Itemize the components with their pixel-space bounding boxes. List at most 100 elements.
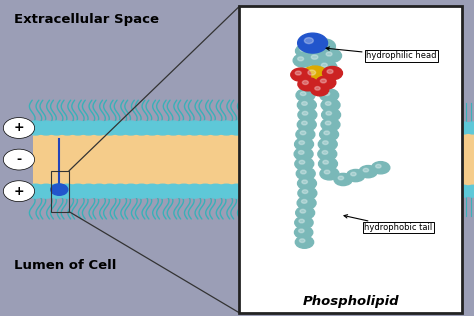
Circle shape [297, 197, 316, 209]
Circle shape [110, 184, 131, 198]
Circle shape [78, 121, 99, 135]
Circle shape [318, 148, 337, 160]
Circle shape [131, 121, 152, 135]
Circle shape [25, 121, 46, 135]
Circle shape [57, 121, 78, 135]
Circle shape [36, 184, 56, 198]
Circle shape [321, 49, 341, 62]
Circle shape [313, 39, 336, 54]
Circle shape [321, 118, 340, 131]
Circle shape [306, 52, 328, 66]
Text: Phospholipid: Phospholipid [302, 295, 399, 308]
Circle shape [455, 122, 473, 134]
Circle shape [301, 170, 306, 174]
Circle shape [89, 121, 109, 135]
Circle shape [322, 108, 340, 121]
Bar [51, 171, 69, 212]
Circle shape [46, 184, 67, 198]
Circle shape [295, 236, 314, 248]
Circle shape [302, 190, 308, 193]
Circle shape [298, 187, 317, 199]
Circle shape [322, 66, 342, 80]
Circle shape [291, 68, 311, 81]
Circle shape [297, 118, 316, 131]
Circle shape [100, 121, 120, 135]
Circle shape [205, 121, 226, 135]
Circle shape [294, 148, 313, 160]
Circle shape [67, 184, 88, 198]
Circle shape [299, 141, 304, 144]
Circle shape [324, 170, 330, 174]
Text: -: - [17, 153, 21, 166]
Circle shape [120, 121, 141, 135]
Text: Extracellular Space: Extracellular Space [14, 13, 159, 26]
Circle shape [3, 181, 35, 202]
Circle shape [325, 121, 331, 125]
Circle shape [67, 121, 88, 135]
Bar [33, 128, 239, 191]
Circle shape [359, 166, 377, 178]
Circle shape [57, 184, 78, 198]
Circle shape [296, 206, 315, 219]
Circle shape [321, 63, 328, 67]
Circle shape [296, 44, 316, 58]
Circle shape [334, 173, 352, 185]
Circle shape [184, 184, 205, 198]
Circle shape [300, 209, 306, 213]
Circle shape [152, 184, 173, 198]
Circle shape [464, 122, 474, 134]
Circle shape [173, 121, 194, 135]
Circle shape [322, 150, 328, 154]
Circle shape [325, 101, 331, 105]
Circle shape [301, 101, 307, 105]
Circle shape [302, 111, 308, 115]
Circle shape [298, 108, 317, 121]
Circle shape [295, 71, 301, 75]
Circle shape [319, 138, 337, 150]
Circle shape [152, 121, 173, 135]
Circle shape [110, 121, 131, 135]
Circle shape [173, 184, 194, 198]
Circle shape [131, 184, 152, 198]
Circle shape [346, 169, 365, 182]
Circle shape [301, 92, 306, 95]
Circle shape [293, 54, 313, 67]
Circle shape [326, 52, 332, 56]
Circle shape [299, 229, 304, 233]
Circle shape [120, 184, 141, 198]
Circle shape [302, 81, 309, 84]
Circle shape [295, 216, 313, 229]
Circle shape [455, 185, 473, 197]
Circle shape [298, 177, 317, 190]
Circle shape [297, 99, 316, 111]
Circle shape [323, 160, 328, 164]
Circle shape [323, 141, 328, 144]
Circle shape [308, 70, 316, 75]
Circle shape [319, 128, 338, 141]
Circle shape [298, 77, 318, 91]
Circle shape [163, 121, 184, 135]
Circle shape [3, 118, 35, 138]
Circle shape [299, 150, 304, 154]
Circle shape [36, 121, 56, 135]
Circle shape [142, 184, 163, 198]
Bar [462, 128, 474, 191]
Circle shape [227, 121, 247, 135]
Circle shape [195, 121, 216, 135]
Circle shape [324, 92, 329, 95]
Circle shape [301, 121, 307, 125]
Circle shape [78, 184, 99, 198]
Circle shape [205, 184, 226, 198]
Circle shape [320, 89, 338, 101]
Circle shape [51, 184, 68, 195]
Circle shape [464, 185, 474, 197]
Circle shape [327, 70, 333, 73]
Bar [239, 6, 462, 313]
Circle shape [315, 87, 320, 90]
Circle shape [321, 99, 340, 111]
Circle shape [311, 55, 318, 59]
Circle shape [227, 184, 247, 198]
Circle shape [317, 60, 337, 73]
Circle shape [316, 76, 336, 89]
Circle shape [195, 184, 216, 198]
